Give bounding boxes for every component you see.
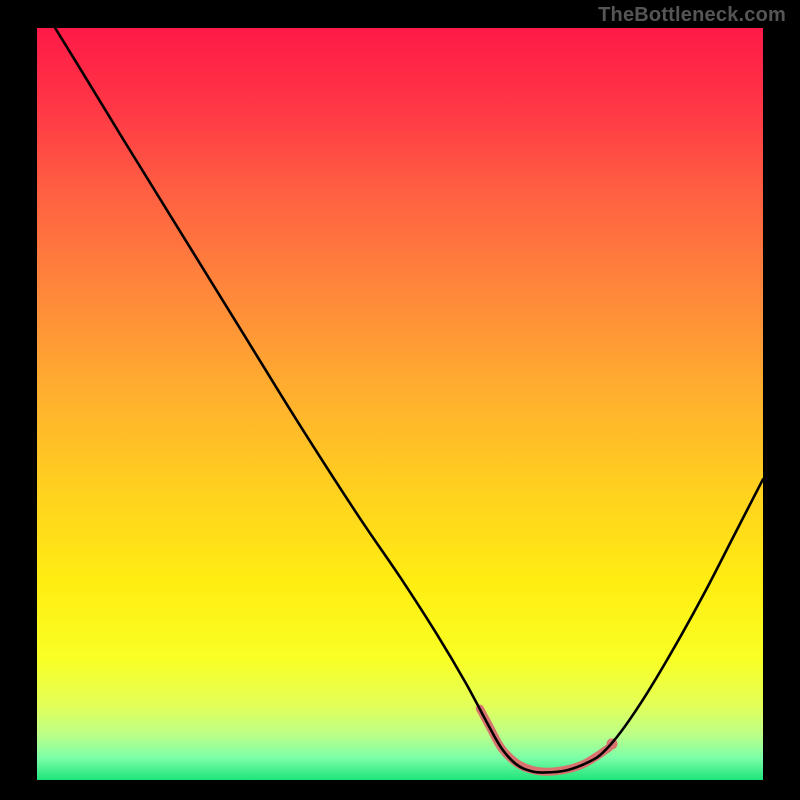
bottleneck-curve-chart bbox=[0, 0, 800, 800]
plot-background bbox=[37, 28, 763, 780]
chart-frame: TheBottleneck.com bbox=[0, 0, 800, 800]
watermark-text: TheBottleneck.com bbox=[598, 4, 786, 27]
